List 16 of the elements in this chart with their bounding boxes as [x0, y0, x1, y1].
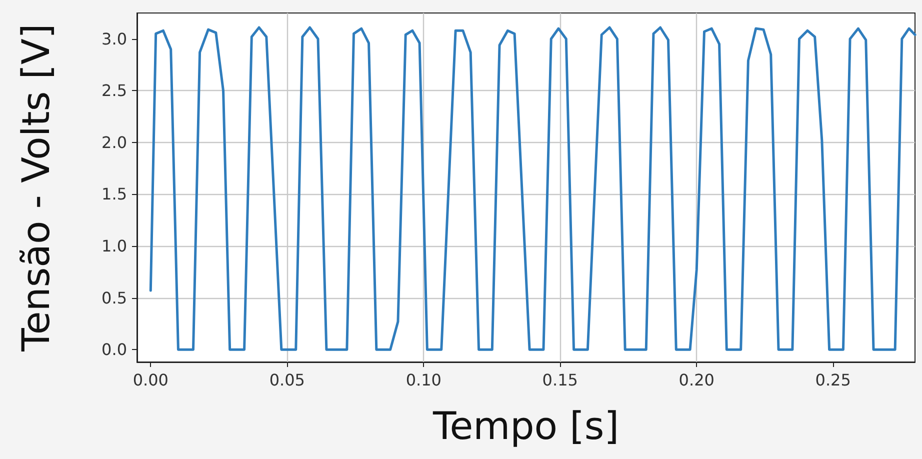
x-tick-label: 0.05: [269, 370, 305, 390]
y-tick-label: 3.0: [102, 29, 127, 48]
y-tick-label: 2.5: [102, 81, 127, 100]
x-axis-title: Tempo [s]: [432, 404, 620, 448]
y-tick-label: 1.5: [102, 184, 127, 204]
x-tick-label: 0.10: [406, 370, 442, 390]
y-axis-title: Tensão - Volts [V]: [14, 24, 58, 352]
y-tick-label: 1.0: [102, 236, 127, 256]
x-tick-label: 0.15: [542, 370, 578, 390]
x-tick-label: 0.00: [132, 370, 168, 390]
y-tick-label: 0.0: [102, 340, 127, 360]
x-tick-label: 0.20: [678, 370, 714, 390]
x-tick-label: 0.25: [815, 370, 851, 390]
y-tick-label: 0.5: [102, 288, 127, 308]
line-series: [149, 26, 916, 351]
y-tick-label: 2.0: [102, 132, 127, 152]
